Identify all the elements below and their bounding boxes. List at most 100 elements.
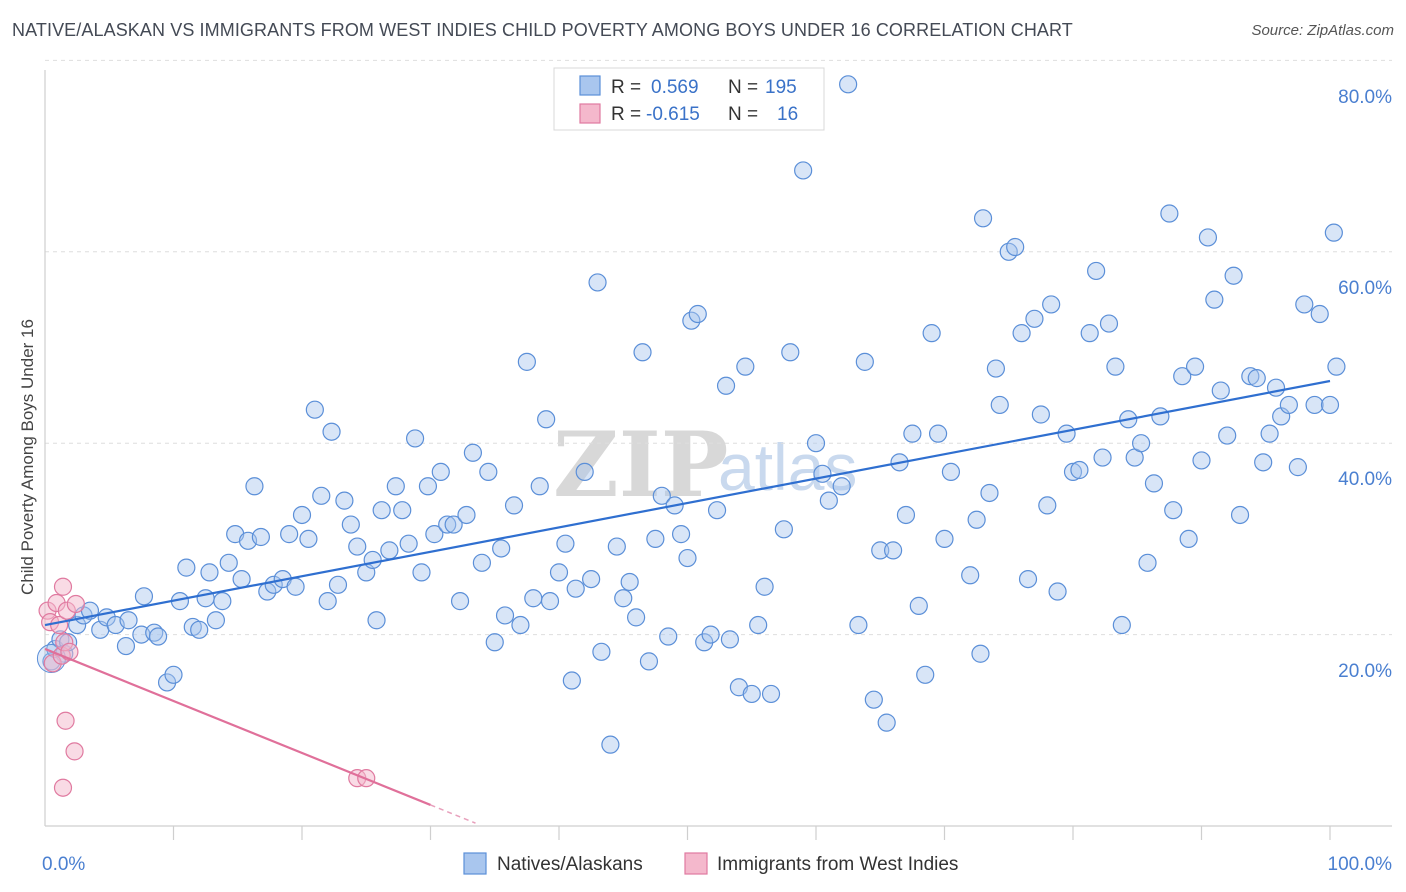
y-tick-label-60: 60.0% <box>1338 278 1392 299</box>
bottom-legend-label-west-indies: Immigrants from West Indies <box>717 854 958 875</box>
native-point-120 <box>849 615 868 635</box>
watermark-atlas: atlas <box>718 430 857 504</box>
native-point-178 <box>1241 367 1260 386</box>
native-point-135 <box>961 566 980 585</box>
legend-r-label-1: R = <box>611 77 641 98</box>
native-point-44 <box>328 575 348 594</box>
native-point-177 <box>1230 505 1250 525</box>
native-point-112 <box>774 520 793 539</box>
y-tick-label-40: 40.0% <box>1338 469 1392 490</box>
west-indies-point-13 <box>53 778 73 797</box>
native-point-95 <box>659 627 678 646</box>
native-point-66 <box>472 553 491 572</box>
native-point-32 <box>251 527 270 547</box>
native-point-22 <box>190 620 209 639</box>
native-point-40 <box>305 400 324 419</box>
chart-title: NATIVE/ALASKAN VS IMMIGRANTS FROM WEST I… <box>12 20 1073 40</box>
native-point-179 <box>1247 369 1266 388</box>
correlation-legend: R = 0.569 N = 195 R = -0.615 N = 16 <box>553 67 825 131</box>
native-point-169 <box>1179 529 1198 549</box>
native-point-149 <box>1042 295 1061 314</box>
native-point-180 <box>1254 453 1273 472</box>
native-point-103 <box>707 501 727 520</box>
native-point-173 <box>1205 290 1224 309</box>
native-point-78 <box>549 563 569 582</box>
native-point-115 <box>806 434 826 453</box>
native-point-72 <box>511 615 530 635</box>
native-point-170 <box>1185 357 1205 376</box>
legend-swatch-blue <box>579 75 601 96</box>
native-point-131 <box>922 324 941 343</box>
gridlines <box>45 59 1392 636</box>
native-point-37 <box>286 577 305 596</box>
native-point-27 <box>219 553 238 572</box>
native-point-85 <box>592 642 611 661</box>
native-point-145 <box>1018 569 1038 589</box>
west-indies-trendline-extension <box>430 804 476 824</box>
natives-alaskans-points <box>36 75 1346 754</box>
native-point-168 <box>1173 367 1192 386</box>
native-point-16 <box>148 627 168 646</box>
bottom-legend-swatch-blue <box>463 852 487 875</box>
native-point-20 <box>177 558 196 577</box>
x-axis-ticks <box>172 826 1331 840</box>
native-point-36 <box>280 525 299 544</box>
native-point-11 <box>119 611 138 630</box>
native-point-105 <box>720 630 740 649</box>
native-point-26 <box>213 592 232 611</box>
native-point-29 <box>232 569 251 589</box>
native-point-12 <box>116 636 136 656</box>
native-point-49 <box>363 550 382 570</box>
native-point-50 <box>367 611 386 630</box>
native-point-107 <box>736 357 755 376</box>
native-point-31 <box>245 477 264 496</box>
native-point-118 <box>832 477 851 496</box>
native-point-79 <box>556 534 575 553</box>
native-point-77 <box>540 592 560 611</box>
native-point-129 <box>909 596 928 615</box>
native-point-175 <box>1218 426 1237 445</box>
native-point-116 <box>813 464 832 483</box>
y-axis-title: Child Poverty Among Boys Under 16 <box>18 319 37 595</box>
native-point-74 <box>524 589 543 608</box>
native-point-154 <box>1080 324 1099 343</box>
native-point-99 <box>682 311 701 330</box>
native-point-117 <box>819 491 838 510</box>
y-tick-label-80: 80.0% <box>1338 87 1392 108</box>
bottom-legend-swatch-pink <box>684 852 708 875</box>
native-point-80 <box>562 671 581 690</box>
native-point-41 <box>312 486 331 505</box>
series-legend: Natives/Alaskans Immigrants from West In… <box>463 852 958 875</box>
legend-n-value-1: 195 <box>765 77 797 98</box>
native-point-43 <box>322 422 341 441</box>
native-point-54 <box>393 501 412 520</box>
native-point-153 <box>1070 460 1089 480</box>
native-point-69 <box>492 539 511 558</box>
native-point-165 <box>1151 407 1170 426</box>
native-point-162 <box>1132 434 1151 453</box>
native-point-52 <box>380 541 399 560</box>
legend-swatch-pink <box>579 103 601 124</box>
native-point-51 <box>372 501 391 520</box>
native-point-109 <box>749 615 768 635</box>
native-point-119 <box>839 75 858 94</box>
native-point-71 <box>504 496 524 515</box>
west-indies-trendline <box>44 647 431 806</box>
native-point-113 <box>781 343 800 362</box>
west-indies-points <box>38 577 376 797</box>
native-point-56 <box>405 429 425 448</box>
legend-r-label-2: R = <box>611 104 641 125</box>
native-point-166 <box>1160 204 1179 223</box>
native-point-187 <box>1305 395 1324 415</box>
native-point-190 <box>1327 357 1346 376</box>
native-point-189 <box>1320 395 1340 415</box>
native-point-60 <box>431 462 450 482</box>
west-indies-point-9 <box>56 711 75 730</box>
x-tick-label-100: 100.0% <box>1328 854 1393 875</box>
native-point-125 <box>883 541 903 560</box>
natives-alaskans-trendline <box>44 379 1331 627</box>
native-point-185 <box>1288 458 1307 477</box>
native-point-53 <box>386 477 405 496</box>
native-point-89 <box>620 572 639 592</box>
